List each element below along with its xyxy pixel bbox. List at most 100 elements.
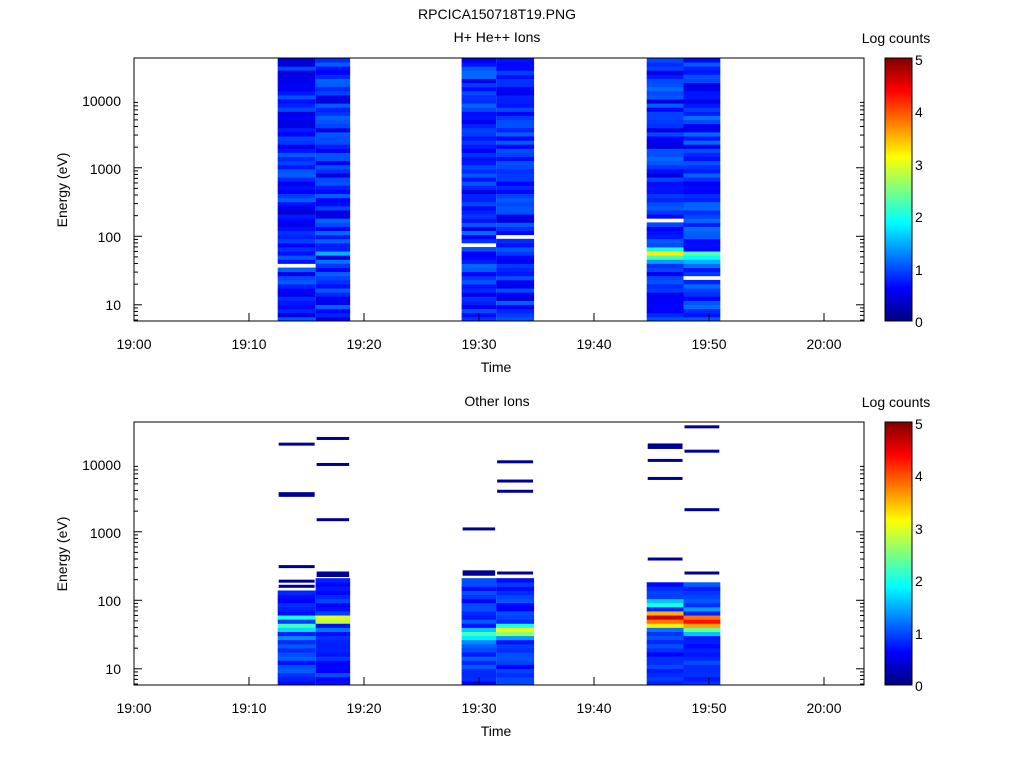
heatmap-cell — [461, 234, 497, 240]
heatmap-cell — [461, 631, 497, 637]
heatmap-cell — [461, 173, 497, 178]
heatmap-cell — [277, 185, 316, 190]
heatmap-cell — [496, 119, 535, 125]
y-axis-h-he-ions: 10 100 1000 10000 — [82, 93, 864, 321]
heatmap-cell — [315, 226, 351, 231]
heatmap-cell — [277, 205, 316, 211]
heatmap-cell — [277, 615, 316, 620]
heatmap-cell — [646, 275, 684, 281]
heatmap-cell — [461, 148, 497, 153]
heatmap-cell — [646, 205, 684, 211]
svg-text:19:40: 19:40 — [576, 336, 611, 352]
heatmap-cell — [315, 94, 351, 100]
heatmap-cell — [461, 127, 497, 133]
heatmap-cell — [683, 623, 721, 628]
heatmap-cell — [315, 275, 351, 281]
heatmap-cell — [646, 279, 684, 285]
heatmap-cell — [646, 656, 684, 661]
heatmap-cell — [277, 635, 316, 641]
heatmap-cell — [461, 90, 497, 96]
heatmap-cell — [496, 623, 535, 628]
heatmap-cell — [683, 168, 721, 174]
heatmap-cell — [277, 78, 316, 84]
heatmap-cell — [646, 590, 684, 595]
x-tick-1900: 19:00 — [116, 677, 152, 716]
heatmap-cell — [315, 606, 351, 612]
heatmap-cell — [496, 284, 535, 289]
svg-text:19:30: 19:30 — [461, 336, 496, 352]
heatmap-cell — [315, 656, 351, 661]
heatmap-cell — [646, 288, 684, 293]
heatmap-cell — [683, 635, 721, 641]
x-tick-1950: 19:50 — [691, 313, 727, 352]
heatmap-cell — [315, 598, 351, 604]
heatmap-cell — [461, 652, 497, 657]
heatmap-cell — [461, 619, 497, 624]
heatmap-cell — [461, 144, 497, 149]
heatmap-cell — [683, 160, 721, 166]
x-tick-1950: 19:50 — [691, 677, 727, 716]
heatmap-cell — [315, 222, 351, 227]
heatmap-cell — [683, 304, 721, 310]
heatmap-cell — [683, 115, 721, 121]
heatmap-cell — [646, 304, 684, 310]
heatmap-cell — [277, 189, 316, 195]
heatmap-cell — [496, 594, 535, 600]
heatmap-cell — [496, 652, 535, 657]
sparse-count-line — [316, 518, 350, 522]
sparse-count-line — [684, 508, 720, 512]
heatmap-cell — [277, 156, 316, 162]
heatmap-cell — [461, 247, 497, 252]
heatmap-cell — [277, 238, 316, 244]
sparse-count-line — [497, 571, 534, 575]
heatmap-cell — [646, 78, 684, 84]
heatmap-cell — [461, 271, 497, 277]
heatmap-cell — [315, 86, 351, 92]
heatmap-cell — [683, 680, 721, 686]
panel-title-h-he-ions: H+ He++ Ions — [454, 29, 541, 45]
heatmap-cell — [461, 664, 497, 669]
heatmap-cell — [683, 111, 721, 116]
heatmap-cell — [277, 119, 316, 125]
heatmap-cell — [277, 292, 316, 297]
x-tick-1900: 19:00 — [116, 313, 152, 352]
heatmap-cell — [496, 582, 535, 587]
heatmap-cell — [277, 70, 316, 75]
heatmap-cell — [461, 123, 497, 129]
x-tick-1920: 19:20 — [346, 313, 382, 352]
heatmap-cell — [461, 615, 497, 620]
x-tick-1910: 19:10 — [231, 677, 267, 716]
heatmap-cell — [315, 193, 351, 199]
heatmap-cell — [315, 602, 351, 608]
heatmap-cell — [277, 230, 316, 236]
heatmap-cell — [277, 131, 316, 137]
heatmap-cell — [315, 590, 351, 595]
heatmap-cell — [277, 676, 316, 682]
heatmap-cell — [646, 676, 684, 682]
heatmap-cell — [683, 189, 721, 195]
heatmap-cell — [496, 660, 535, 665]
heatmap-cell — [496, 586, 535, 591]
heatmap-cell — [683, 292, 721, 297]
y-axis-other-ions: 10 100 1000 10000 — [82, 457, 864, 685]
heatmap-cell — [461, 131, 497, 137]
x-tick-2000: 20:00 — [806, 313, 842, 352]
heatmap-cell — [646, 619, 684, 624]
heatmap-cell — [646, 602, 684, 608]
sparse-count-line — [278, 493, 315, 497]
svg-text:20:00: 20:00 — [806, 700, 841, 716]
heatmap-cell — [461, 201, 497, 207]
heatmap-cell — [315, 173, 351, 178]
heatmap-cell — [683, 242, 721, 248]
heatmap-cell — [461, 594, 497, 600]
colorbar-tick-1: 1 — [915, 626, 923, 642]
plot-frame-h-he-ions — [133, 57, 865, 322]
heatmap-cell — [461, 606, 497, 612]
heatmap-cell — [683, 615, 721, 620]
heatmap-cell — [683, 582, 721, 587]
svg-text:19:50: 19:50 — [691, 700, 726, 716]
heatmap-cell — [683, 594, 721, 600]
x-axis-h-he-ions: 19:00 19:10 19:20 19:30 19:40 19:50 20:0… — [116, 313, 842, 352]
heatmap-cell — [646, 664, 684, 669]
heatmap-cell — [683, 602, 721, 608]
